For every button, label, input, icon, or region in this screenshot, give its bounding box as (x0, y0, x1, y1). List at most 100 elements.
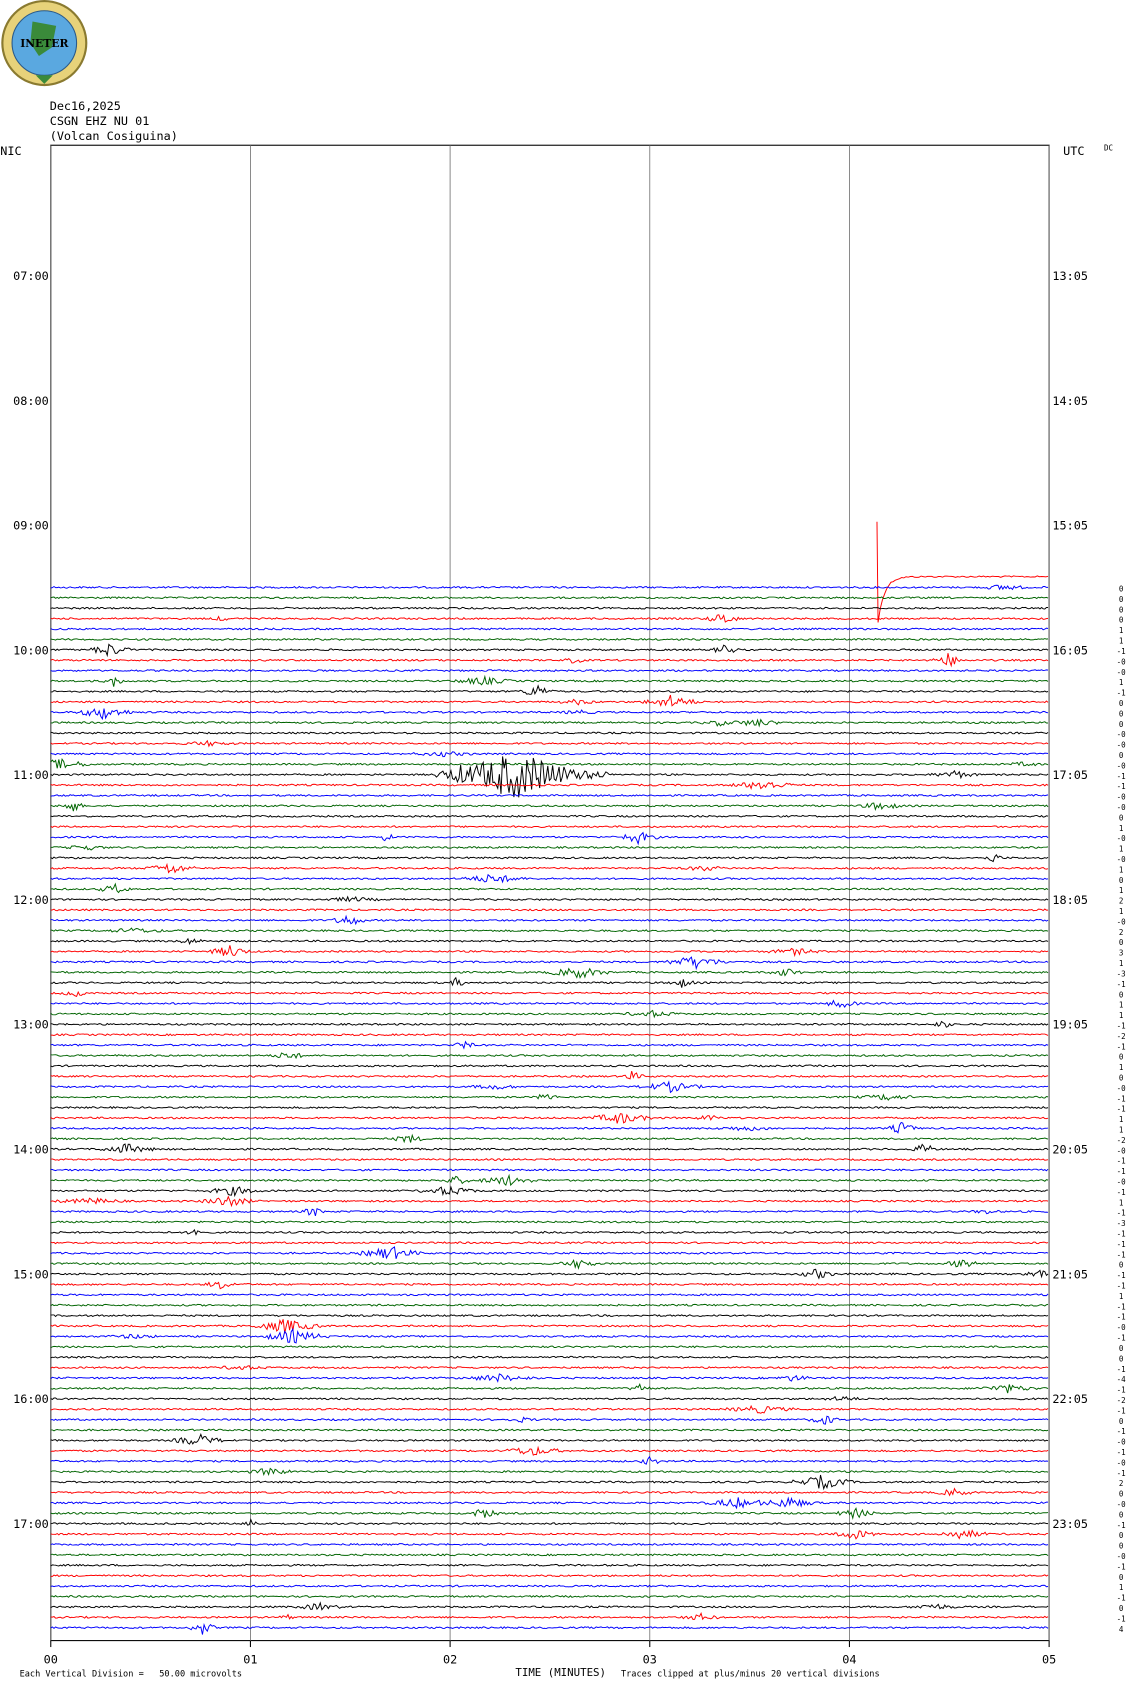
trace (50, 1033, 1049, 1037)
trace-offset: 0 (1119, 616, 1124, 625)
trace (50, 1080, 1049, 1094)
trace (50, 1415, 1049, 1425)
trace-offset: -1 (1117, 980, 1127, 989)
right-zone: UTC (1063, 144, 1084, 158)
trace-offset: -1 (1117, 1250, 1127, 1259)
trace-offset: 1 (1119, 1125, 1124, 1134)
trace (50, 1281, 1049, 1290)
trace (50, 1487, 1049, 1497)
trace-offset: 0 (1119, 813, 1124, 822)
trace (50, 1601, 1049, 1611)
trace (50, 1052, 1049, 1060)
trace (50, 1574, 1049, 1578)
trace-offset: 1 (1119, 1001, 1124, 1010)
trace-offset: -1 (1117, 1594, 1127, 1603)
trace-offset: -0 (1117, 1146, 1127, 1155)
trace-offset: 1 (1119, 886, 1124, 895)
trace-offset: -0 (1117, 1458, 1127, 1467)
trace (50, 1395, 1049, 1401)
trace (50, 831, 1049, 846)
trace-offset: 1 (1119, 824, 1124, 833)
trace-offset: -0 (1117, 793, 1127, 802)
trace-offset: -1 (1117, 1167, 1127, 1176)
trace (50, 684, 1049, 696)
trace-offset: -1 (1117, 689, 1127, 698)
x-tick-label: 02 (443, 1652, 457, 1666)
trace-offset: 1 (1119, 1115, 1124, 1124)
trace (50, 643, 1049, 658)
trace-offset: 0 (1119, 1053, 1124, 1062)
trace-offset: 0 (1119, 751, 1124, 760)
trace-offset: 2 (1119, 897, 1124, 906)
trace (50, 1467, 1049, 1477)
right-time-label: 23:05 (1052, 1517, 1088, 1531)
trace-offset: -1 (1117, 1313, 1127, 1322)
trace (50, 596, 1049, 600)
trace-offset: 1 (1119, 907, 1124, 916)
trace-offset: 0 (1119, 1510, 1124, 1519)
trace (50, 1268, 1049, 1280)
trace-offset: -1 (1117, 1105, 1127, 1114)
trace-offset: 0 (1119, 605, 1124, 614)
trace (50, 1584, 1049, 1588)
trace-offset: -1 (1117, 1021, 1127, 1030)
trace-offset: -1 (1117, 1614, 1127, 1623)
trace (50, 1133, 1049, 1144)
trace (50, 1207, 1049, 1216)
trace-offset: -1 (1117, 1188, 1127, 1197)
right-time-label: 20:05 (1052, 1143, 1088, 1157)
trace-offset: -1 (1117, 1094, 1127, 1103)
trace (50, 914, 1049, 926)
scale-note: Each Vertical Division = 50.00 microvolt… (20, 1669, 242, 1679)
trace (50, 1064, 1049, 1068)
right-time-label: 17:05 (1052, 768, 1088, 782)
trace (50, 1106, 1049, 1110)
trace (50, 1432, 1049, 1445)
left-time-label: 16:00 (13, 1392, 49, 1406)
station: CSGN EHZ NU 01 (50, 114, 150, 128)
trace-offset: 0 (1119, 1261, 1124, 1270)
trace (50, 1474, 1049, 1491)
left-time-label: 08:00 (13, 394, 49, 408)
trace (50, 1496, 1049, 1510)
trace-offset: 0 (1119, 1344, 1124, 1353)
left-time-label: 12:00 (13, 893, 49, 907)
trace (50, 1563, 1049, 1567)
trace (50, 674, 1049, 687)
right-time-label: 22:05 (1052, 1392, 1088, 1406)
trace (50, 1327, 1049, 1344)
trace-offset: -2 (1117, 1032, 1126, 1041)
left-time-label: 17:00 (13, 1517, 49, 1531)
trace (50, 694, 1049, 707)
right-time-label: 15:05 (1052, 519, 1088, 533)
plot-frame (50, 144, 1050, 1642)
trace (50, 1345, 1049, 1349)
trace-offset: 0 (1119, 595, 1124, 604)
x-tick-label: 03 (643, 1652, 657, 1666)
filter: DC (1104, 143, 1113, 152)
trace-offset: -1 (1117, 1282, 1127, 1291)
trace (50, 1365, 1049, 1371)
trace-offset: -0 (1117, 803, 1127, 812)
trace (50, 814, 1049, 818)
trace-offset: 1 (1119, 637, 1124, 646)
trace (50, 793, 1049, 797)
trace (50, 1009, 1049, 1019)
trace-offset: -1 (1117, 1271, 1127, 1280)
trace (50, 1542, 1049, 1546)
trace (50, 606, 1049, 610)
right-time-label: 19:05 (1052, 1018, 1088, 1032)
trace (50, 653, 1049, 668)
trace (50, 1259, 1049, 1270)
trace (50, 1314, 1049, 1318)
trace (50, 895, 1049, 903)
trace (50, 990, 1049, 998)
trace-offset: -0 (1117, 741, 1127, 750)
trace (50, 1228, 1049, 1236)
trace (50, 882, 1049, 894)
trace-offset: -1 (1117, 1240, 1127, 1249)
trace-offset: 0 (1119, 1542, 1124, 1551)
trace-offset: -1 (1117, 1562, 1127, 1571)
trace-offset: 0 (1119, 1073, 1124, 1082)
trace (50, 927, 1049, 933)
